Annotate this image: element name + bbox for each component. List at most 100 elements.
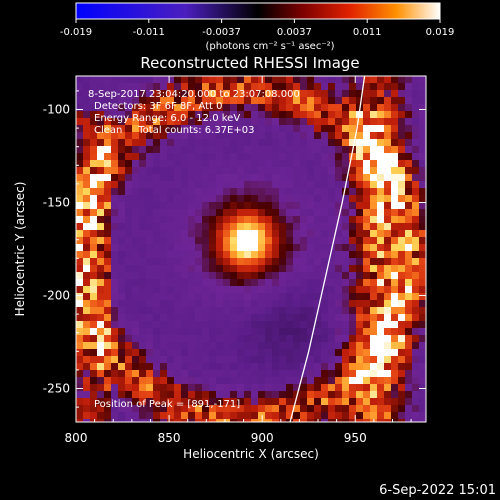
heatmap-cell [356, 300, 364, 308]
heatmap-cell [90, 216, 98, 224]
heatmap-cell [111, 209, 119, 217]
heatmap-cell [188, 118, 196, 126]
heatmap-cell [167, 118, 175, 126]
heatmap-cell [83, 223, 91, 231]
heatmap-cell [412, 118, 420, 126]
heatmap-cell [251, 314, 259, 322]
heatmap-cell [223, 153, 231, 161]
heatmap-cell [356, 335, 364, 343]
heatmap-cell [300, 104, 308, 112]
heatmap-cell [377, 286, 385, 294]
heatmap-cell [223, 398, 231, 406]
heatmap-cell [293, 83, 301, 91]
heatmap-cell [139, 230, 147, 238]
heatmap-cell [356, 370, 364, 378]
heatmap-cell [160, 76, 168, 84]
heatmap-cell [419, 405, 426, 413]
heatmap-cell [356, 146, 364, 154]
heatmap-cell [405, 265, 413, 273]
heatmap-cell [314, 209, 322, 217]
heatmap-cell [405, 293, 413, 301]
heatmap-cell [272, 216, 280, 224]
heatmap-cell [216, 265, 224, 273]
heatmap-cell [272, 279, 280, 287]
heatmap-cell [391, 195, 399, 203]
heatmap-cell [237, 223, 245, 231]
heatmap-cell [286, 167, 294, 175]
heatmap-cell [146, 244, 154, 252]
heatmap-cell [370, 216, 378, 224]
heatmap-cell [237, 244, 245, 252]
heatmap-cell [167, 265, 175, 273]
heatmap-cell [265, 265, 273, 273]
heatmap-cell [279, 335, 287, 343]
heatmap-cell [209, 356, 217, 364]
heatmap-cell [391, 293, 399, 301]
heatmap-cell [90, 258, 98, 266]
heatmap-cell [153, 132, 161, 140]
heatmap-cell [272, 335, 280, 343]
heatmap-cell [244, 349, 252, 357]
solar-limb-curve [289, 76, 366, 422]
heatmap-cell [209, 83, 217, 91]
heatmap-cell [223, 251, 231, 259]
heatmap-cell [370, 391, 378, 399]
heatmap-cell [181, 279, 189, 287]
heatmap-cell [356, 356, 364, 364]
heatmap-cell [90, 244, 98, 252]
heatmap-cell [104, 188, 112, 196]
heatmap-cell [370, 244, 378, 252]
chart-title: Reconstructed RHESSI Image [140, 54, 359, 72]
heatmap-cell [153, 398, 161, 406]
colorbar: -0.019 -0.011 -0.0037 0.0037 0.011 0.019 (pho… [60, 2, 454, 52]
heatmap-cell [279, 132, 287, 140]
heatmap-cell [216, 90, 224, 98]
heatmap-cell [419, 90, 426, 98]
heatmap-cell [216, 328, 224, 336]
heatmap-cell [300, 419, 308, 422]
heatmap-cell [363, 363, 371, 371]
heatmap-cell [167, 209, 175, 217]
heatmap-cell [160, 195, 168, 203]
heatmap-cell [111, 97, 119, 105]
heatmap-cell [244, 160, 252, 168]
heatmap-cell [118, 398, 126, 406]
heatmap-cell [328, 118, 336, 126]
heatmap-cell [356, 307, 364, 315]
heatmap-cell [97, 258, 105, 266]
heatmap-cell [174, 286, 182, 294]
heatmap-cell [202, 328, 210, 336]
heatmap-cell [349, 279, 357, 287]
heatmap-cell [356, 118, 364, 126]
heatmap-cell [265, 174, 273, 182]
heatmap-cell [286, 391, 294, 399]
heatmap-cell [356, 125, 364, 133]
heatmap-cell [370, 307, 378, 315]
heatmap-cell [125, 307, 133, 315]
heatmap-cell [363, 342, 371, 350]
heatmap-cell [132, 419, 140, 422]
heatmap-cell [405, 223, 413, 231]
heatmap-cell [223, 139, 231, 147]
heatmap-cell [230, 209, 238, 217]
heatmap-cell [118, 391, 126, 399]
heatmap-cell [384, 356, 392, 364]
heatmap-cell [412, 237, 420, 245]
heatmap-cell [300, 391, 308, 399]
heatmap-cell [279, 307, 287, 315]
heatmap-cell [188, 202, 196, 210]
heatmap-cell [251, 335, 259, 343]
heatmap-cell [174, 405, 182, 413]
heatmap-cell [342, 272, 350, 280]
heatmap-cell [216, 118, 224, 126]
heatmap-cell [132, 83, 140, 91]
heatmap-cell [160, 125, 168, 133]
heatmap-cell [230, 272, 238, 280]
heatmap-cell [111, 314, 119, 322]
heatmap-cell [342, 342, 350, 350]
heatmap-cell [195, 356, 203, 364]
heatmap-cell [216, 251, 224, 259]
heatmap-cell [97, 328, 105, 336]
heatmap-cell [132, 146, 140, 154]
heatmap-cell [412, 111, 420, 119]
